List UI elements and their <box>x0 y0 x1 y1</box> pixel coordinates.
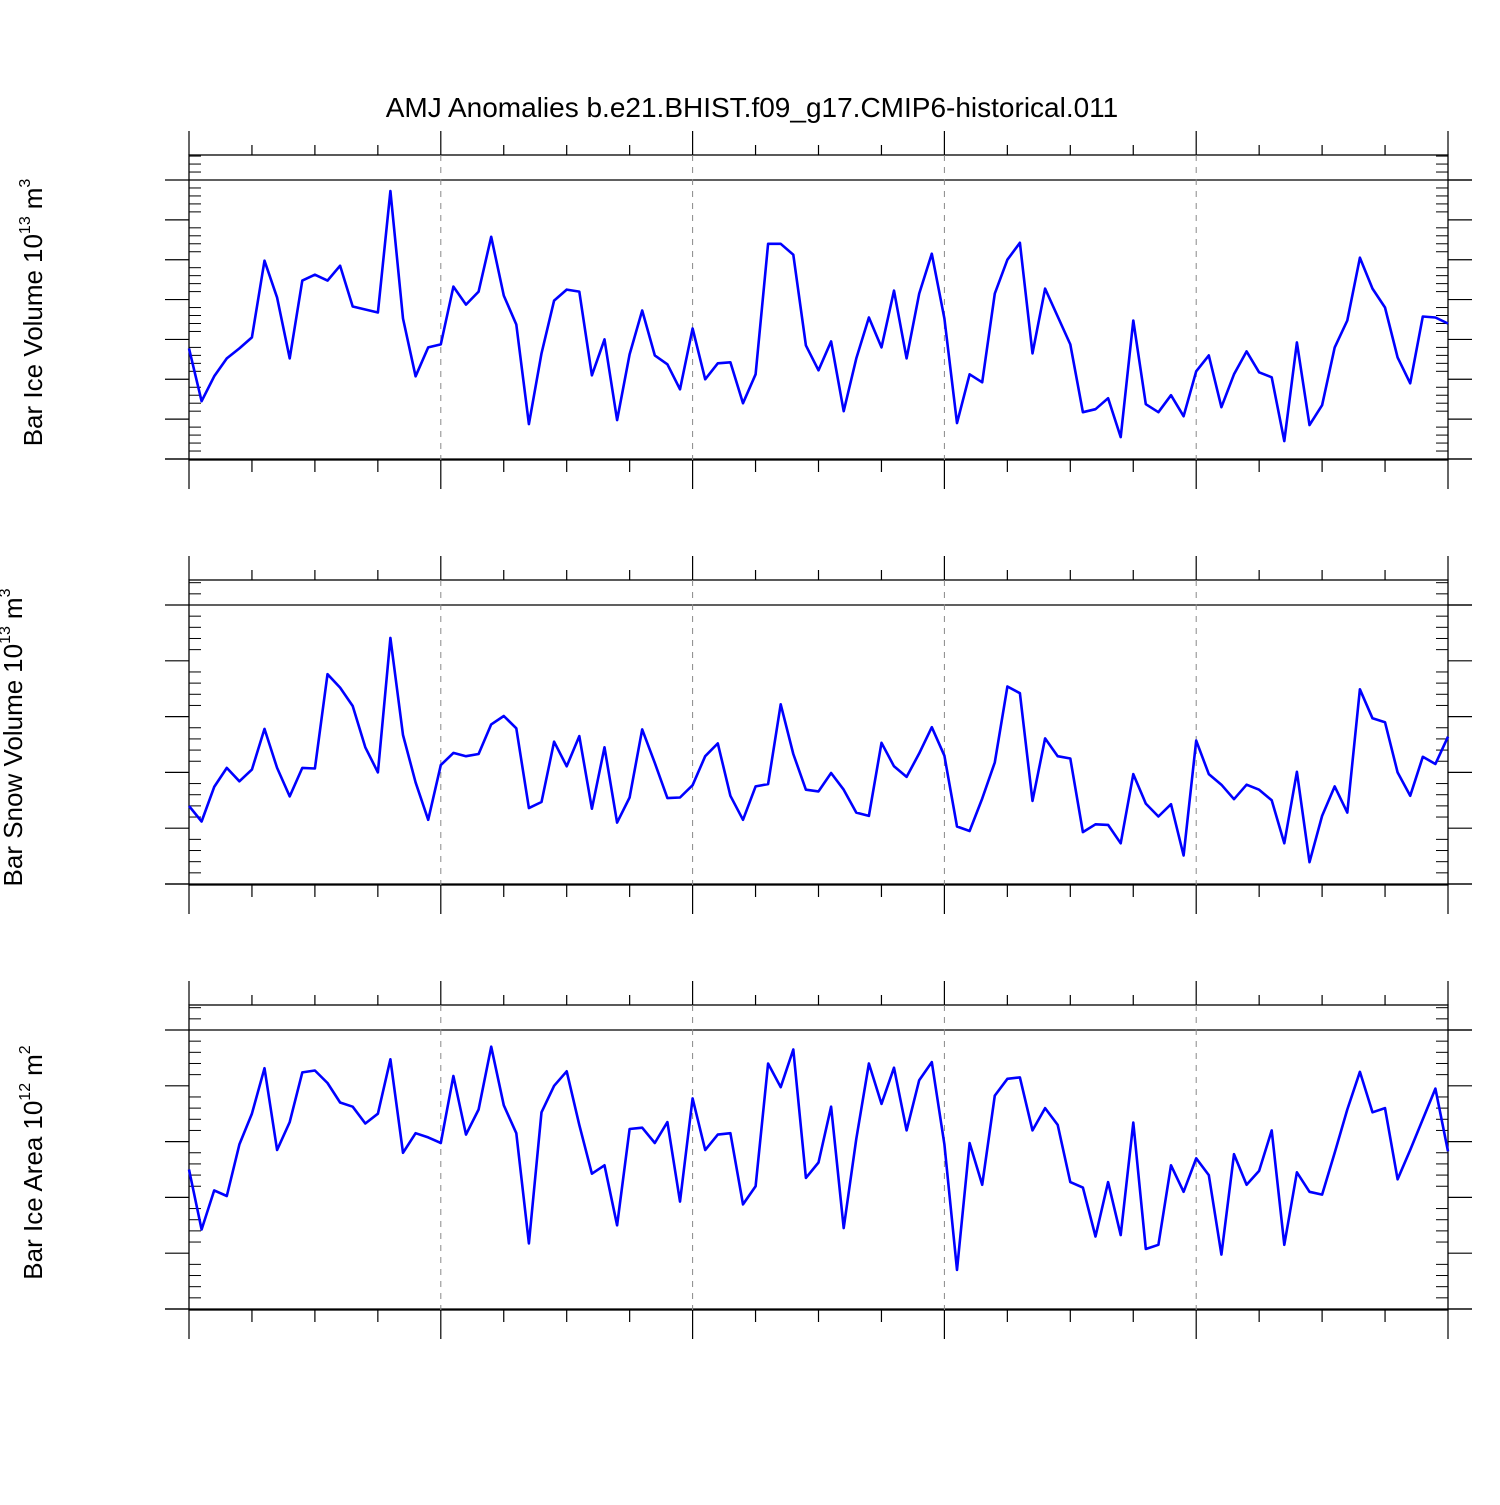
panel-ice-volume: Bar Ice Volume 1013 m3 <box>17 131 1472 489</box>
y-axis-title-part: 10 <box>18 1101 48 1130</box>
y-axis-title-part: 3 <box>17 179 34 188</box>
y-axis-title: Bar Snow Volume 1013 m3 <box>0 588 28 886</box>
y-axis-title-part: 10 <box>18 234 48 263</box>
y-axis-title-part: m <box>18 1054 48 1076</box>
y-axis-title-part: Bar Ice Volume <box>18 270 48 446</box>
y-axis-title-part: Bar Snow Volume <box>0 680 28 887</box>
y-axis-title-part: 12 <box>17 1083 34 1101</box>
y-axis-title: Bar Ice Area 1012 m2 <box>17 1045 48 1279</box>
y-axis-title-part: m <box>0 597 28 619</box>
series-line-ice-volume <box>187 189 1449 443</box>
y-axis-title-part: 13 <box>0 626 14 644</box>
chart-title: AMJ Anomalies b.e21.BHIST.f09_g17.CMIP6-… <box>386 92 1119 123</box>
series-line-snow-volume <box>187 636 1450 864</box>
y-axis-title-part: 10 <box>0 644 28 673</box>
panel-snow-volume: Bar Snow Volume 1013 m3 <box>0 556 1472 914</box>
y-axis-title-part: 3 <box>0 588 14 597</box>
y-axis-title-part: Bar Ice Area <box>18 1136 48 1280</box>
plot-frame <box>188 579 1449 886</box>
y-axis-title-part: 2 <box>17 1045 34 1054</box>
series-line-ice-area <box>187 1045 1450 1272</box>
y-axis-title-part: m <box>18 188 48 210</box>
y-axis-title: Bar Ice Volume 1013 m3 <box>17 179 48 447</box>
y-axis-title-part: 13 <box>17 216 34 234</box>
panel-ice-area: Bar Ice Area 1012 m2 <box>17 981 1472 1339</box>
